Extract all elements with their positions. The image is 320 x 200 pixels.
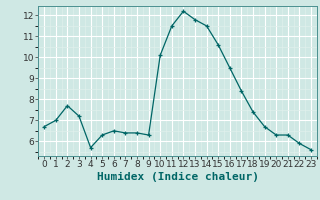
X-axis label: Humidex (Indice chaleur): Humidex (Indice chaleur) bbox=[97, 172, 259, 182]
